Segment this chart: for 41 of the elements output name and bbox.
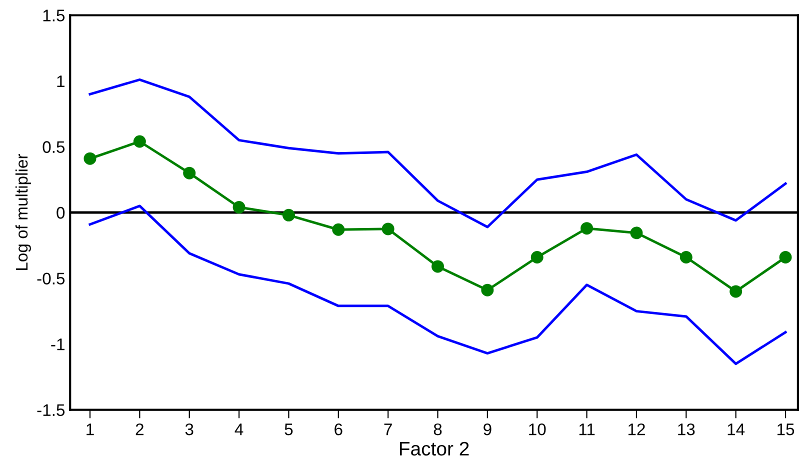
x-tick-label: 6 <box>334 423 342 436</box>
y-tick-label: 1 <box>57 76 64 88</box>
point <box>232 201 246 214</box>
x-tick-label: 3 <box>185 423 194 436</box>
point <box>133 135 146 148</box>
point <box>282 208 295 222</box>
x-tick-label: 10 <box>529 423 546 436</box>
x-tick-label: 7 <box>384 424 392 436</box>
y-tick-label: -1 <box>51 338 64 350</box>
y-tick-label: 0.5 <box>42 141 65 153</box>
x-tick-label: 11 <box>579 424 595 436</box>
x-tick-label: 1 <box>86 424 94 436</box>
x-tick-label: 8 <box>434 423 442 436</box>
y-tick-label: 0 <box>56 206 65 219</box>
x-tick-label: 5 <box>284 424 293 436</box>
point <box>580 222 594 235</box>
x-axis-title: Factor 2 <box>400 442 469 456</box>
point <box>630 226 643 240</box>
point <box>730 285 742 298</box>
x-tick-label: 4 <box>234 424 244 436</box>
y-axis-title: Log of multiplier <box>15 154 31 270</box>
line-series <box>88 204 787 366</box>
point <box>432 260 444 273</box>
x-tick-label: 12 <box>628 423 645 436</box>
x-tick-label: 14 <box>728 424 745 436</box>
x-tick-label: 9 <box>484 423 492 436</box>
x-tick-label: 2 <box>136 423 144 436</box>
point <box>183 166 196 180</box>
point <box>530 251 544 264</box>
point <box>84 152 96 165</box>
point <box>680 251 692 264</box>
x-tick-label: 13 <box>678 423 695 436</box>
point <box>481 284 494 296</box>
point <box>779 251 792 264</box>
x-tick-label: 15 <box>778 424 794 436</box>
y-tick-label: -1.5 <box>37 404 65 416</box>
point <box>332 223 345 236</box>
y-tick-label: -0.5 <box>37 272 65 285</box>
point <box>382 222 394 236</box>
y-tick-label: 1.5 <box>43 10 65 22</box>
line-series <box>88 78 787 228</box>
